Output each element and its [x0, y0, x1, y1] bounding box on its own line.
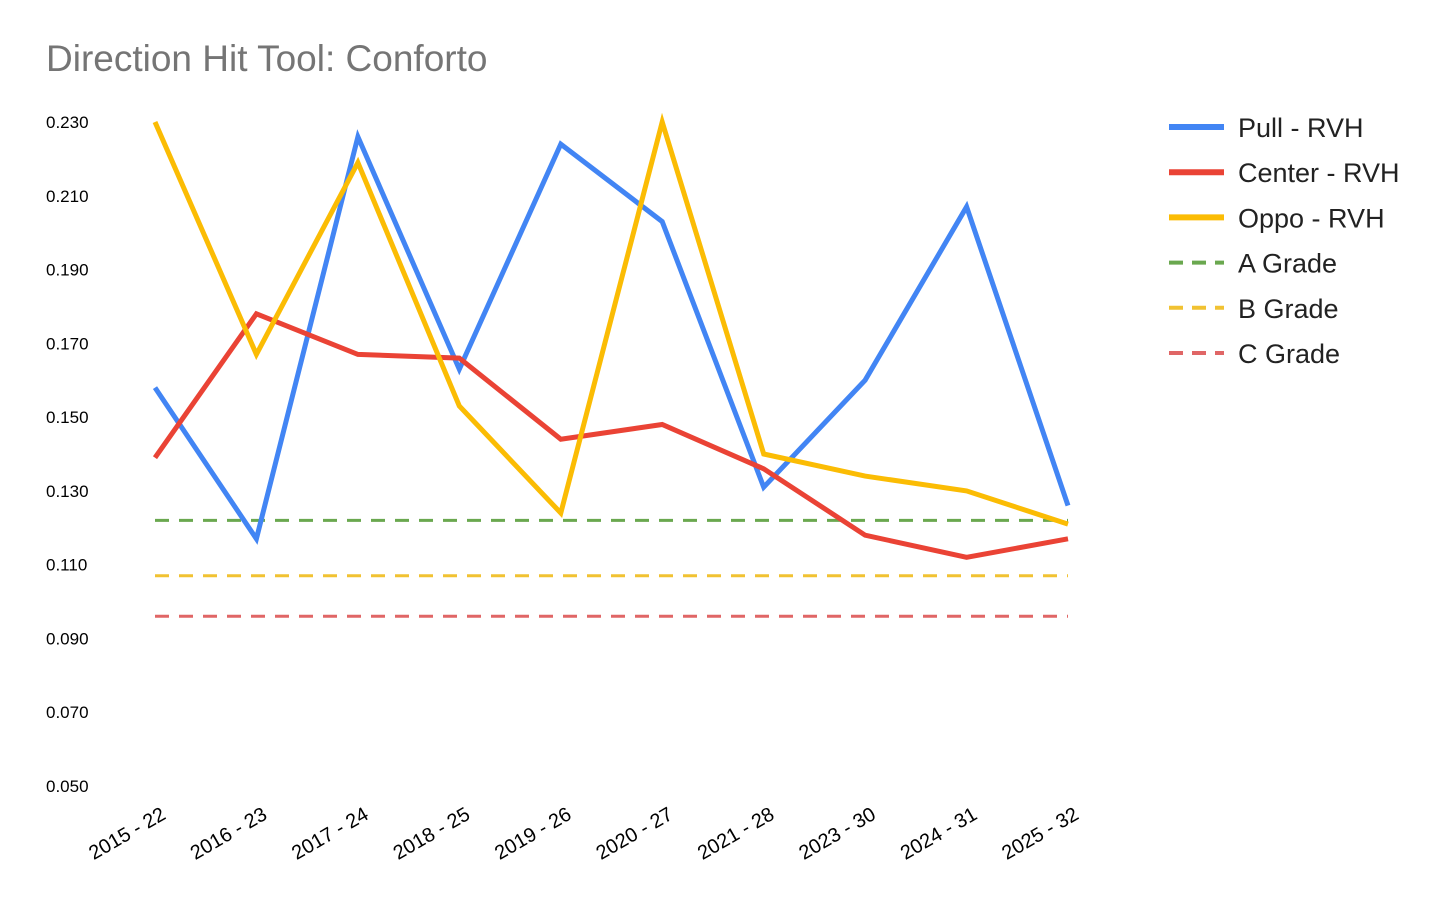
- y-tick-label: 0.090: [46, 629, 89, 648]
- y-tick-label: 0.230: [46, 113, 89, 132]
- y-axis: 0.050 0.070 0.090 0.110 0.130 0.150 0.170 0.190…: [46, 113, 89, 796]
- x-tick-label: 2023 - 30: [795, 803, 879, 864]
- series-line-center-rvh: [152, 310, 1069, 560]
- x-tick-label: 2016 - 23: [187, 803, 271, 864]
- y-tick-label: 0.070: [46, 703, 89, 722]
- x-axis: 2015 - 22 2016 - 23 2017 - 24 2018 - 25 2019…: [85, 803, 1082, 864]
- x-tick-label: 2025 - 32: [998, 803, 1082, 864]
- y-tick-label: 0.110: [46, 556, 87, 575]
- y-tick-label: 0.130: [46, 482, 89, 501]
- x-tick-label: 2020 - 27: [593, 803, 677, 864]
- y-tick-label: 0.170: [46, 334, 89, 353]
- x-tick-label: 2017 - 24: [288, 803, 372, 864]
- chart-title: Direction Hit Tool: Conforto: [46, 38, 488, 79]
- x-tick-label: 2018 - 25: [390, 803, 474, 864]
- legend-label-oppo-rvh: Oppo - RVH: [1238, 203, 1385, 233]
- x-tick-label: 2015 - 22: [85, 803, 169, 864]
- legend-label-c-grade: C Grade: [1238, 339, 1340, 369]
- y-tick-label: 0.210: [46, 187, 89, 206]
- legend-label-center-rvh: Center - RVH: [1238, 158, 1400, 188]
- y-tick-label: 0.150: [46, 408, 89, 427]
- series-line-pull-rvh: [152, 129, 1071, 545]
- x-tick-label: 2024 - 31: [897, 803, 981, 864]
- legend: Pull - RVH Center - RVH Oppo - RVH A Grade B…: [1169, 113, 1400, 369]
- plot-area: [152, 112, 1071, 618]
- y-tick-label: 0.190: [46, 261, 89, 280]
- series-line-oppo-rvh: [152, 112, 1069, 527]
- x-tick-label: 2019 - 26: [491, 803, 575, 864]
- y-tick-label: 0.050: [46, 777, 89, 796]
- legend-label-pull-rvh: Pull - RVH: [1238, 113, 1364, 143]
- legend-label-a-grade: A Grade: [1238, 249, 1337, 279]
- x-tick-label: 2021 - 28: [694, 803, 778, 864]
- legend-label-b-grade: B Grade: [1238, 294, 1339, 324]
